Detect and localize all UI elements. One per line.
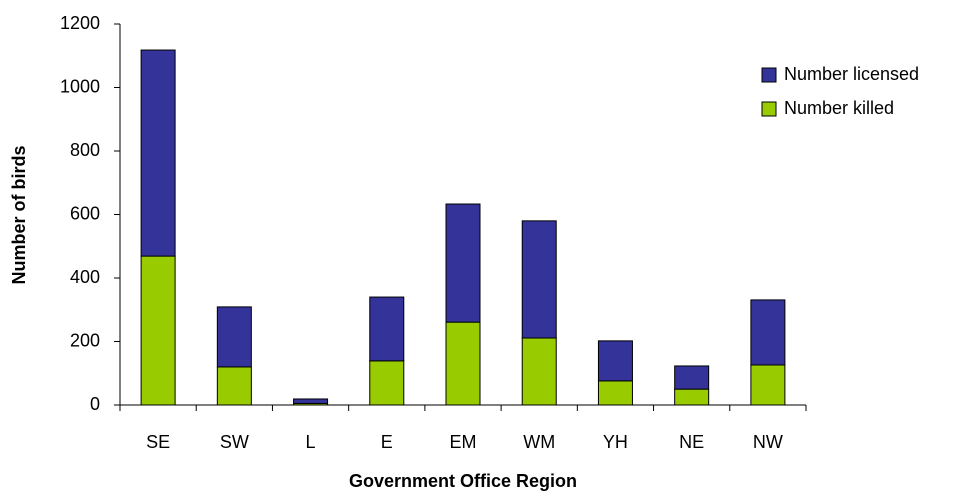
y-tick-label: 600 (70, 203, 100, 223)
x-tick-label: NW (753, 432, 783, 452)
bar-segment (140, 49, 176, 257)
bar-segment (369, 360, 405, 406)
x-tick-label: L (306, 432, 316, 452)
x-axis-title: Government Office Region (349, 471, 577, 491)
x-tick-label: YH (603, 432, 628, 452)
y-tick-label: 800 (70, 140, 100, 160)
bar-segment (674, 365, 710, 390)
x-tick-label: SE (146, 432, 170, 452)
bar-segment (216, 306, 252, 368)
y-tick-label: 1000 (60, 76, 100, 96)
bar-segment (750, 299, 786, 366)
legend-swatch (761, 67, 777, 83)
legend-swatch (761, 101, 777, 117)
bar-segment (597, 340, 633, 382)
x-tick-label: EM (450, 432, 477, 452)
bar-segment (521, 337, 557, 406)
bar-segment (674, 388, 710, 406)
bar-segment (445, 203, 481, 323)
bar-segment (521, 220, 557, 339)
legend-label: Number killed (784, 98, 894, 118)
y-axis-title: Number of birds (9, 145, 29, 284)
bar-segment (293, 398, 329, 404)
y-tick-label: 1200 (60, 13, 100, 33)
x-tick-label: SW (220, 432, 249, 452)
bar-segment (445, 321, 481, 406)
bar-segment (750, 364, 786, 406)
x-tick-label: NE (679, 432, 704, 452)
legend-label: Number licensed (784, 64, 919, 84)
y-tick-label: 0 (90, 394, 100, 414)
bar-segment (140, 255, 176, 406)
bar-segment (597, 380, 633, 406)
x-tick-label: E (381, 432, 393, 452)
y-tick-label: 200 (70, 330, 100, 350)
x-tick-label: WM (523, 432, 555, 452)
bar-segment (216, 366, 252, 406)
bar-segment (369, 296, 405, 362)
y-tick-label: 400 (70, 267, 100, 287)
